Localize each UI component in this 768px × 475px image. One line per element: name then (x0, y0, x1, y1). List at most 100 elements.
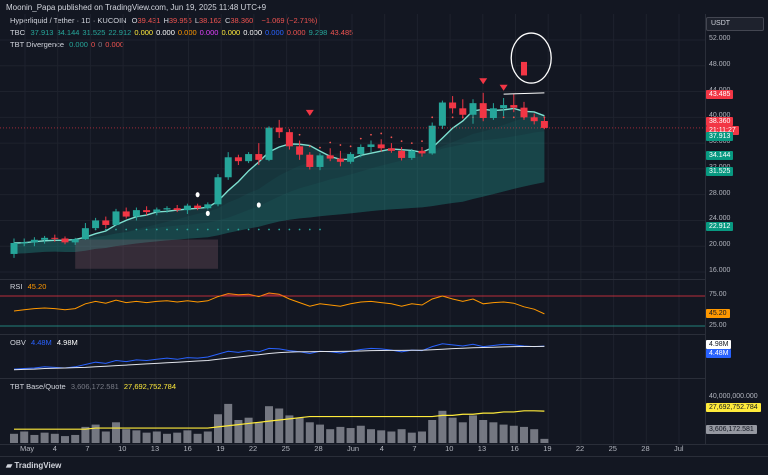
tbt-value: 0.000 (69, 40, 88, 49)
price-axis[interactable] (705, 14, 768, 445)
signal-dot (115, 228, 117, 231)
volume-bar (112, 422, 120, 443)
volume-bar (40, 432, 49, 443)
pane-separator[interactable] (0, 378, 705, 379)
brand-name[interactable]: TradingView (14, 461, 62, 470)
tradingview-logo-icon[interactable]: ▰ (6, 461, 13, 470)
volume-bar (520, 426, 528, 443)
time-label: Jun (347, 444, 360, 453)
price-tick: 28.000 (709, 189, 731, 197)
signal-dot (359, 137, 362, 140)
tbo-label[interactable]: TBO (10, 28, 26, 37)
volume-bar (326, 429, 335, 443)
rsi-legend[interactable]: RSI 45.20 (10, 282, 49, 291)
chart-canvas[interactable] (0, 0, 705, 445)
symbol-name[interactable]: Hyperliquid / Tether · 1D · KUCOIN (10, 16, 127, 25)
tbo-legend[interactable]: TBO 37.913 34.144 31.525 22.912 0.000 0.000 0.… (10, 28, 359, 37)
candle-body (92, 220, 100, 229)
signal-dot (512, 116, 515, 119)
candle-body (214, 177, 222, 205)
candle-body (81, 228, 89, 240)
tbo-value: 0.000 (221, 28, 241, 37)
ohlc-values: O39.431 H39.956 L38.162 C38.360 (132, 16, 257, 25)
volume-bar (61, 436, 69, 443)
tbo-value: 37.913 (30, 28, 54, 37)
time-label: 25 (281, 444, 290, 453)
candle-body (500, 105, 508, 109)
signal-dot (298, 133, 301, 136)
candle-body (153, 209, 161, 213)
signal-dot (206, 228, 209, 231)
ohlc-c: C38.360 (224, 16, 254, 25)
tbo-value: 0.000 (286, 28, 306, 37)
obv-value: 4.48M (30, 338, 52, 347)
volume-bar (254, 422, 263, 443)
candle-body (459, 108, 467, 115)
tbt-label[interactable]: TBT Divergence (10, 40, 65, 49)
volume-bar (71, 434, 80, 443)
volume-bar (367, 429, 375, 443)
ohlc-h: H39.956 (163, 16, 192, 25)
time-label: May (20, 444, 35, 453)
price-tick: 24.000 (709, 215, 731, 223)
volume-ma-value: 27,692,752.784 (123, 382, 177, 391)
signal-dot (155, 228, 158, 231)
candle-body (418, 150, 426, 154)
signal-dot (451, 116, 454, 119)
signal-dot (390, 136, 393, 139)
signal-dot (268, 228, 270, 231)
volume-bar (356, 425, 365, 443)
publish-info: Moonin_Papa published on TradingView.com… (6, 3, 267, 12)
volume-bar (244, 417, 253, 443)
rsi-line (13, 292, 545, 315)
price-tag: 21:11:27 (706, 125, 739, 135)
volume-bar (295, 417, 304, 443)
currency-label: USDT (711, 20, 731, 27)
candle-body (520, 107, 528, 118)
time-label: 7 (412, 444, 417, 453)
time-label: 7 (85, 444, 90, 453)
signal-dot (166, 228, 168, 231)
currency-selector[interactable]: USDT (706, 17, 764, 31)
candle-body (530, 117, 538, 122)
volume-bar (305, 422, 314, 443)
obv-label[interactable]: OBV (10, 338, 26, 347)
volume-bar (397, 429, 406, 443)
tbo-value: 31.525 (82, 28, 106, 37)
obv-ma-value: 4.98M (56, 338, 78, 347)
signal-dot (308, 145, 311, 148)
volume-bar (214, 414, 222, 443)
time-label: 28 (314, 444, 323, 453)
pane-separator[interactable] (0, 334, 705, 335)
tbt-values: 0.000 0 0 0.000 (69, 40, 127, 49)
tbo-value: 0.000 (134, 28, 154, 37)
signal-dot (196, 228, 199, 231)
rsi-value: 45.20 (27, 282, 47, 291)
obv-legend[interactable]: OBV 4.48M 4.98M (10, 338, 81, 347)
price-tick: 36.000 (709, 138, 731, 146)
price-tag: 22.912 (706, 222, 734, 232)
candle-body (245, 154, 253, 162)
tbt-legend[interactable]: TBT Divergence 0.000 0 0 0.000 (10, 40, 130, 49)
buy-marker (256, 202, 261, 208)
time-label: 4 (52, 444, 57, 453)
tbo-value: 43.485 (330, 28, 354, 37)
candle-body (387, 148, 395, 151)
rsi-label[interactable]: RSI (10, 282, 23, 291)
signal-dot (370, 133, 372, 136)
time-label: 10 (445, 444, 454, 453)
fast-ma-line (13, 107, 545, 244)
signal-dot (349, 145, 352, 148)
candle-body (234, 157, 242, 162)
signal-dot (308, 228, 311, 231)
volume-label[interactable]: TBT Base/Quote (10, 382, 66, 391)
signal-dot (329, 141, 332, 144)
volume-legend[interactable]: TBT Base/Quote 3,606,172.581 27,692,752.… (10, 382, 179, 391)
signal-dot (431, 116, 434, 119)
candle-body (71, 239, 79, 243)
pane-separator[interactable] (0, 279, 705, 280)
time-label: 13 (477, 444, 487, 453)
candle-body (163, 208, 171, 210)
volume-bar (20, 431, 29, 443)
symbol-legend[interactable]: Hyperliquid / Tether · 1D · KUCOIN O39.4… (10, 16, 320, 25)
